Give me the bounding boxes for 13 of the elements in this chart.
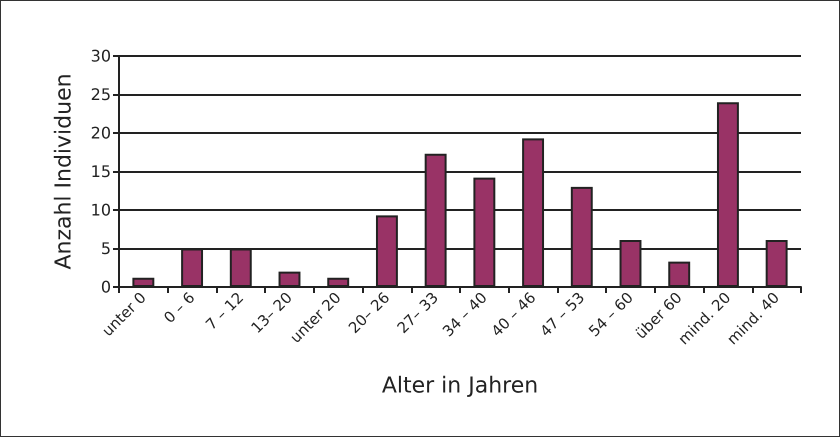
y-tick-label: 5 xyxy=(100,239,111,258)
y-axis-title: Anzahl Individuen xyxy=(52,73,76,270)
y-tick-label: 0 xyxy=(100,278,111,296)
y-tick-label: 20 xyxy=(90,124,111,142)
y-tick-label: 25 xyxy=(90,85,111,104)
y-tick-label: 15 xyxy=(90,162,111,181)
x-tick-label: 0 – 6 xyxy=(160,288,198,327)
x-tick-label: 7 – 12 xyxy=(202,288,248,334)
x-tick-label: 20– 26 xyxy=(344,288,394,337)
x-tick-label: 13– 20 xyxy=(248,288,296,337)
y-tick-label: 10 xyxy=(90,200,111,220)
y-tick-label: 30 xyxy=(90,46,111,66)
x-axis-title: Alter in Jahren xyxy=(382,374,538,398)
